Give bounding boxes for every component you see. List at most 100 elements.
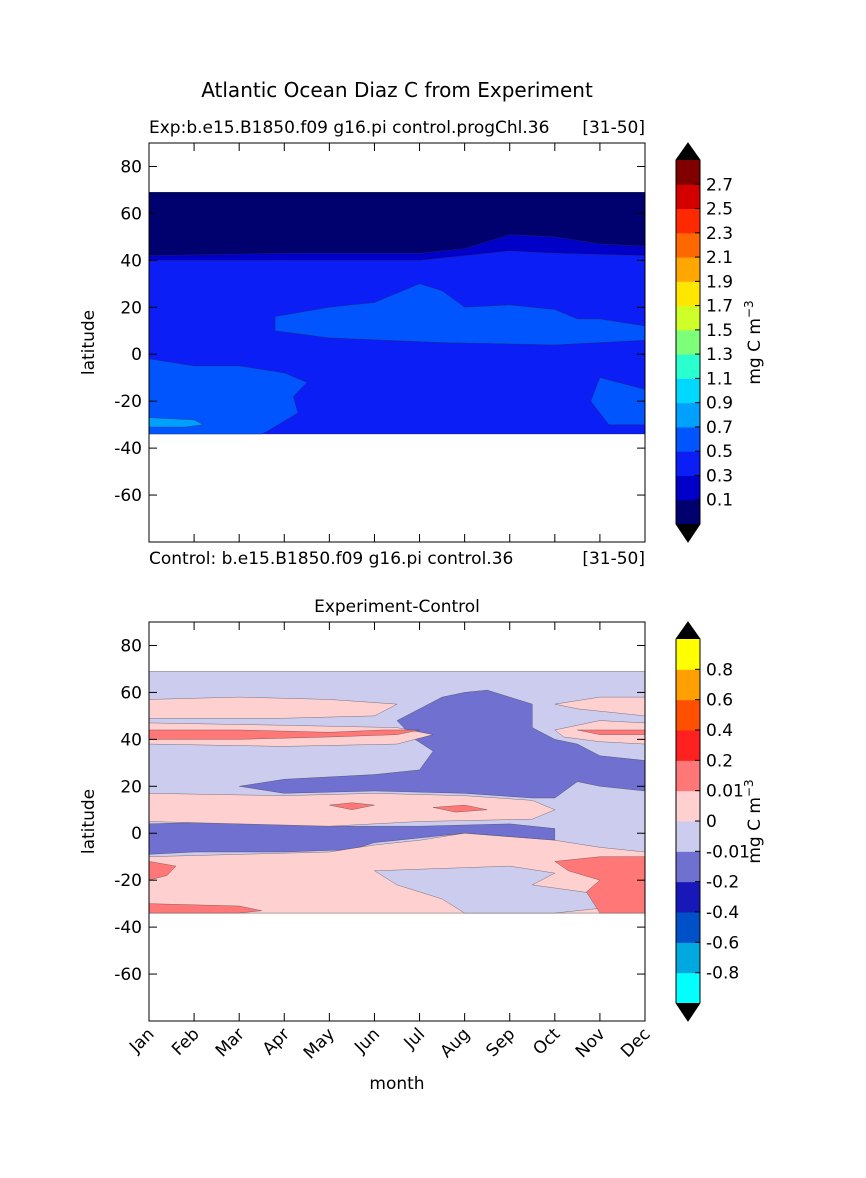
- colorbar-tick-label: 1.5: [706, 321, 733, 341]
- y-tick-label: 20: [120, 777, 142, 797]
- colorbar-segment: [676, 972, 700, 1004]
- contour-region: [149, 861, 177, 881]
- contour-region: [149, 696, 398, 719]
- colorbar-tick-label: 2.5: [706, 200, 733, 220]
- colorbar-tick-label: 0.2: [706, 751, 733, 771]
- colorbar-label: mg C m−3: [742, 300, 765, 384]
- colorbar-segment: [676, 499, 700, 525]
- y-tick-label: 60: [120, 204, 142, 224]
- colorbar-tick-label: 0.4: [706, 721, 733, 741]
- x-tick-label: Sep: [482, 1024, 519, 1061]
- colorbar-tick-label: 2.1: [706, 248, 733, 268]
- colorbar-segment: [676, 184, 700, 210]
- contour-region: [149, 192, 645, 256]
- colorbar-segment: [676, 912, 700, 943]
- contour-region: [149, 417, 204, 428]
- panel-subtitle: Control: b.e15.B1850.f09 g16.pi control.…: [149, 549, 513, 569]
- y-tick-label: -60: [114, 965, 142, 985]
- contour-field: [149, 192, 645, 435]
- contour-region: [239, 689, 645, 799]
- x-tick-label: Aug: [437, 1024, 475, 1062]
- colorbar-tick-label: 1.7: [706, 297, 733, 317]
- colorbar-tick-label: 0.01: [706, 782, 744, 802]
- colorbar-label-exponent: −3: [742, 779, 756, 797]
- colorbar-label-unit: mg C m: [745, 797, 765, 864]
- colorbar-segment: [676, 699, 700, 731]
- panel-subtitle: Exp:b.e15.B1850.f09 g16.pi control.progC…: [149, 118, 549, 138]
- colorbar-tick-label: 2.7: [706, 175, 733, 195]
- colorbar-label-unit: mg C m: [745, 318, 765, 385]
- y-tick-label: -40: [114, 439, 142, 459]
- colorbar-segment: [676, 378, 700, 404]
- colorbar-segment: [676, 208, 700, 234]
- colorbar-segment: [676, 790, 700, 822]
- y-tick-label: -20: [114, 871, 142, 891]
- colorbar-tick-label: 0.3: [706, 466, 733, 486]
- colorbar-tick-label: 0: [706, 812, 717, 832]
- y-tick-label: 20: [120, 298, 142, 318]
- colorbar-tick-label: -0.4: [706, 903, 739, 923]
- colorbar-segment: [676, 232, 700, 258]
- y-tick-label: 80: [120, 636, 142, 656]
- colorbar-segment: [676, 402, 700, 428]
- panel-period: [31-50]: [582, 118, 645, 138]
- colorbar-segment: [676, 942, 700, 974]
- contour-region: [577, 729, 645, 735]
- y-axis-label: latitude: [79, 789, 99, 854]
- contour-region: [329, 802, 375, 811]
- x-tick-label: Jul: [400, 1024, 429, 1053]
- contour-region: [275, 283, 645, 346]
- y-tick-label: 80: [120, 157, 142, 177]
- contour-region: [149, 903, 262, 914]
- colorbar-tick-label: 0.7: [706, 418, 733, 438]
- colorbar-tick-label: 1.1: [706, 369, 733, 389]
- colorbar-segment: [676, 730, 700, 761]
- panel-period: [31-50]: [582, 549, 645, 569]
- x-tick-label: May: [300, 1024, 339, 1063]
- colorbar-tick-label: 0.6: [706, 691, 733, 711]
- colorbar-extend: [676, 143, 700, 160]
- contour-region: [554, 856, 645, 914]
- contour-region: [149, 358, 308, 435]
- y-tick-label: -60: [114, 486, 142, 506]
- colorbar-segment: [676, 851, 700, 883]
- colorbar-tick-label: 0.5: [706, 442, 733, 462]
- colorbar-segment: [676, 305, 700, 331]
- colorbar-segment: [676, 760, 700, 792]
- figure-title: Atlantic Ocean Diaz C from Experiment: [201, 78, 593, 102]
- colorbar-segment: [676, 881, 700, 913]
- contour-field: [149, 671, 645, 914]
- colorbar-tick-label: 0.1: [706, 491, 733, 511]
- colorbar-segment: [676, 669, 700, 701]
- x-axis-label: month: [369, 1074, 424, 1094]
- plot-frame: [148, 142, 646, 543]
- colorbar-tick-label: 1.3: [706, 345, 733, 365]
- colorbar-label-exponent: −3: [742, 300, 756, 318]
- y-tick-label: -20: [114, 392, 142, 412]
- contour-region: [590, 377, 645, 425]
- colorbar-label: mg C m−3: [742, 779, 765, 863]
- colorbar-tick-label: -0.2: [706, 873, 739, 893]
- y-tick-label: -40: [114, 918, 142, 938]
- x-tick-label: Mar: [212, 1024, 249, 1061]
- x-tick-label: Oct: [529, 1024, 564, 1059]
- y-tick-label: 0: [131, 345, 142, 365]
- x-tick-label: Nov: [572, 1024, 610, 1062]
- y-tick-label: 60: [120, 683, 142, 703]
- plot-frame: [148, 621, 646, 1022]
- colorbar-extend: [676, 622, 700, 639]
- y-axis-label: latitude: [79, 310, 99, 375]
- colorbar-segment: [676, 451, 700, 476]
- colorbar-segment: [676, 354, 700, 379]
- colorbar-tick-label: 2.3: [706, 224, 733, 244]
- colorbar-segment: [676, 257, 700, 282]
- y-tick-label: 40: [120, 730, 142, 750]
- panel-title: Experiment-Control: [314, 597, 480, 617]
- contour-region: [149, 729, 420, 740]
- y-tick-label: 0: [131, 824, 142, 844]
- x-tick-label: Feb: [168, 1024, 203, 1059]
- x-tick-label: Dec: [617, 1024, 654, 1061]
- colorbar-segment: [676, 329, 700, 355]
- contour-region: [554, 696, 645, 717]
